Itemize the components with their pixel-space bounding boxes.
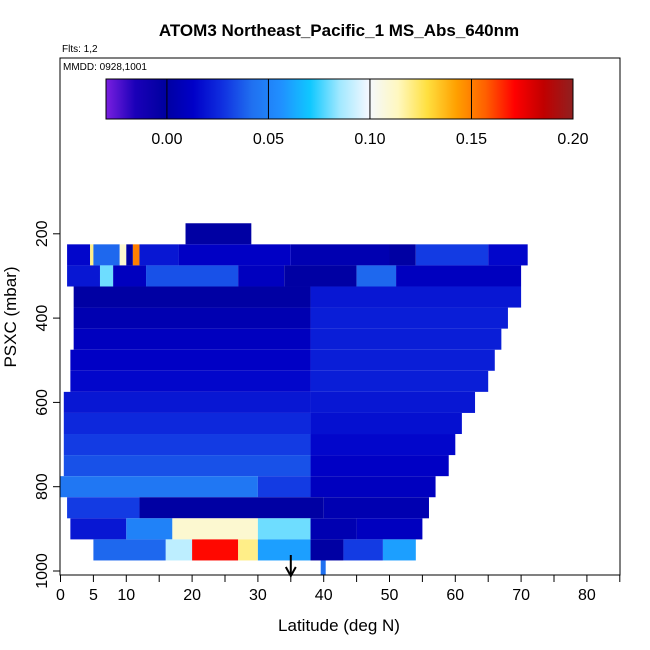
x-tick-label: 0 (56, 587, 65, 604)
x-tick-label: 20 (183, 587, 201, 604)
heatmap-cell (310, 286, 522, 308)
heatmap-cell (310, 391, 476, 413)
colorbar-tick-label: 0.00 (151, 131, 182, 148)
heatmap-cell (238, 539, 258, 561)
x-tick-label: 40 (315, 587, 333, 604)
y-axis: 200 400 600 800 1000 (34, 220, 60, 589)
heatmap-cell (389, 244, 416, 266)
heatmap-cell (63, 391, 311, 413)
heatmap-cell (119, 244, 127, 266)
heatmap-cell (63, 434, 311, 456)
heatmap-cell (139, 244, 179, 266)
heatmap-cell (257, 539, 311, 561)
heatmap-cell (382, 539, 416, 561)
heatmap-cell (310, 307, 508, 329)
heatmap-cell (257, 518, 311, 540)
heatmap-cell (113, 265, 147, 287)
heatmap-cell (178, 244, 291, 266)
x-axis-label: Latitude (deg N) (278, 616, 400, 635)
heatmap-cell (60, 476, 258, 498)
heatmap-cell (396, 265, 522, 287)
colorbar (105, 78, 574, 120)
heatmap-cell (310, 412, 462, 435)
heatmap-cell (356, 518, 423, 540)
x-tick-label: 10 (117, 587, 135, 604)
colorbar-tick-label: 0.15 (456, 131, 487, 148)
latitude-marker-arrow (284, 555, 297, 579)
heatmap-cell (310, 434, 456, 456)
heatmap-cell (63, 412, 311, 435)
heatmap-cell (172, 518, 258, 540)
heatmap-cell (67, 244, 91, 266)
heatmap-cell (310, 539, 344, 561)
arrow-head (284, 566, 297, 579)
colorbar-tick-label: 0.10 (354, 131, 385, 148)
heatmap-cell (310, 455, 449, 477)
heatmap-cell (257, 476, 311, 498)
y-tick-label: 400 (34, 305, 51, 332)
heatmap-cell (70, 349, 311, 371)
colorbar-tick-label: 0.20 (557, 131, 588, 148)
x-tick-label: 70 (512, 587, 530, 604)
heatmap-cell (415, 244, 489, 266)
heatmap-cell (310, 349, 495, 371)
colorbar-ticks: 0.00 0.05 0.10 0.15 0.20 (151, 79, 589, 148)
heatmap-cell (165, 539, 193, 561)
heatmap-cell (139, 497, 324, 519)
date-label: MMDD: 0928,1001 (63, 62, 147, 73)
heatmap-cell (284, 265, 357, 287)
x-tick-label: 60 (446, 587, 464, 604)
heatmap-cell (488, 244, 528, 266)
y-tick-label: 200 (34, 220, 51, 247)
heatmap-cell (146, 265, 239, 287)
heatmap-cell (310, 518, 357, 540)
heatmap-cell (63, 455, 311, 477)
heatmap-cell (290, 244, 390, 266)
heatmap-cell (93, 244, 120, 266)
x-axis: 0 5 10 20 30 40 50 60 70 80 (56, 575, 621, 604)
y-axis-label: PSXC (mbar) (1, 266, 20, 367)
y-tick-label: 600 (34, 389, 51, 416)
heatmap-cell (192, 539, 239, 561)
heatmap-cell (73, 286, 311, 308)
heatmap-cell (73, 307, 311, 329)
colorbar-tick-label: 0.05 (253, 131, 284, 148)
surface-strip (320, 560, 326, 575)
heatmap-cell (73, 328, 311, 350)
chart-title: ATOM3 Northeast_Pacific_1 MS_Abs_640nm (159, 21, 519, 40)
x-tick-label: 30 (249, 587, 267, 604)
x-tick-label: 5 (89, 587, 98, 604)
heatmap-layer (60, 223, 528, 575)
heatmap-cell (90, 244, 94, 266)
heatmap-cell (310, 370, 489, 392)
heatmap-cell (99, 265, 114, 287)
heatmap-cell (323, 497, 429, 519)
heatmap-cell (185, 223, 252, 245)
heatmap-cell (356, 265, 397, 287)
heatmap-cell (93, 539, 166, 561)
heatmap-cell (238, 265, 285, 287)
heatmap-cell (310, 328, 502, 350)
heatmap-cell (67, 497, 140, 519)
heatmap-cell (126, 518, 173, 540)
plot-frame (59, 57, 621, 576)
heatmap-cell (70, 518, 127, 540)
heatmap-cell (126, 244, 133, 266)
heatmap-cell (70, 370, 311, 392)
heatmap-cell (343, 539, 383, 561)
heatmap-cell (310, 476, 436, 498)
x-tick-label: 50 (381, 587, 399, 604)
y-tick-label: 800 (34, 473, 51, 500)
y-tick-label: 1000 (34, 553, 51, 589)
flights-label: Flts: 1,2 (62, 44, 98, 55)
x-tick-label: 80 (578, 587, 596, 604)
heatmap-cell (67, 265, 100, 287)
heatmap-cell (132, 244, 140, 266)
